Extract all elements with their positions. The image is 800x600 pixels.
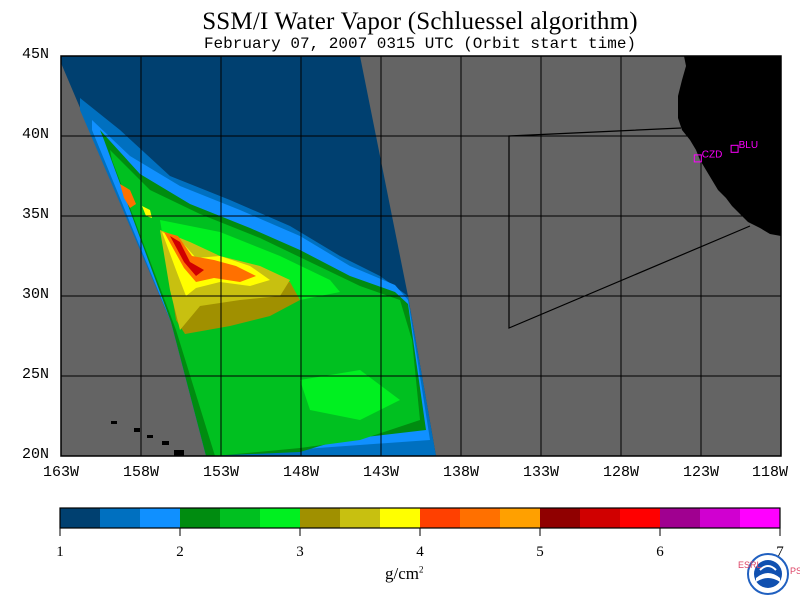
swath-patch-orange-2	[120, 184, 136, 208]
longitude-label: 163W	[42, 464, 79, 481]
station-label: BLU	[739, 140, 758, 151]
island-kauai	[111, 421, 117, 424]
station-label: CZD	[702, 149, 723, 160]
colorbar-tick-label: 6	[656, 544, 664, 560]
noaa-logo-icon	[747, 553, 789, 595]
colorbar-tick-label: 7	[776, 544, 784, 560]
latitude-label: 45N	[22, 46, 50, 63]
colorbar-swatch	[620, 508, 661, 528]
longitude-label: 123W	[682, 464, 719, 481]
colorbar-unit-exponent: 2	[419, 564, 424, 575]
island-oahu	[134, 428, 140, 432]
colorbar	[60, 508, 781, 528]
colorbar-tick-label: 2	[176, 544, 184, 560]
latitude-label: 30N	[22, 286, 50, 303]
colorbar-swatch	[340, 508, 381, 528]
longitude-label: 148W	[282, 464, 319, 481]
latitude-label: 40N	[22, 126, 50, 143]
swath-patch-bright-green-2	[300, 370, 400, 420]
longitude-label: 143W	[362, 464, 399, 481]
colorbar-unit-base: g/cm	[385, 564, 419, 583]
colorbar-swatch	[740, 508, 781, 528]
colorbar-swatch	[180, 508, 221, 528]
colorbar-swatch	[60, 508, 101, 528]
colorbar-swatch	[460, 508, 501, 528]
lat-lon-grid	[61, 56, 781, 456]
island-hawaii	[174, 450, 184, 456]
latitude-label: 35N	[22, 206, 50, 223]
colorbar-swatch	[260, 508, 301, 528]
station-markers: CZD BLU	[693, 140, 758, 163]
island-maui	[162, 441, 169, 445]
longitude-label: 138W	[442, 464, 479, 481]
longitude-label: 133W	[522, 464, 559, 481]
longitude-label: 153W	[202, 464, 239, 481]
station-marker	[693, 154, 702, 163]
colorbar-swatch	[500, 508, 541, 528]
colorbar-unit: g/cm2	[385, 564, 424, 584]
swath-patch-red	[170, 236, 204, 276]
map-frame	[60, 55, 782, 457]
colorbar-tick-label: 1	[56, 544, 64, 560]
longitude-label: 128W	[602, 464, 639, 481]
longitude-label: 118W	[751, 464, 788, 481]
land-north-america	[678, 56, 781, 236]
colorbar-ticks	[59, 528, 781, 536]
latitude-label: 25N	[22, 366, 50, 383]
colorbar-swatch	[700, 508, 741, 528]
colorbar-swatch	[580, 508, 621, 528]
map-subtitle: February 07, 2007 0315 UTC (Orbit start …	[203, 35, 637, 53]
colorbar-swatch	[380, 508, 421, 528]
colorbar-tick-label: 3	[296, 544, 304, 560]
swath-patch-bright-green	[160, 220, 340, 300]
longitude-label: 158W	[122, 464, 159, 481]
colorbar-swatch	[100, 508, 141, 528]
region-outline	[508, 127, 751, 329]
swath-patch-yellow-2	[142, 206, 152, 218]
colorbar-tick-label: 5	[536, 544, 544, 560]
latitude-label: 20N	[22, 446, 50, 463]
colorbar-swatch	[220, 508, 261, 528]
map-title: SSM/I Water Vapor (Schluessel algorithm)	[202, 8, 638, 35]
island-molokai	[147, 435, 153, 438]
colorbar-swatch	[140, 508, 181, 528]
station-marker	[730, 144, 739, 153]
noaa-logo	[736, 548, 800, 600]
colorbar-swatch	[300, 508, 341, 528]
colorbar-swatch	[540, 508, 581, 528]
swath-patch-orange	[164, 232, 256, 282]
logo-right-text: PSD	[790, 566, 800, 576]
colorbar-tick-label: 4	[416, 544, 424, 560]
colorbar-swatch	[420, 508, 461, 528]
colorbar-swatch	[660, 508, 701, 528]
water-vapor-swath	[61, 56, 436, 456]
logo-left-text: ESRL	[738, 560, 762, 570]
